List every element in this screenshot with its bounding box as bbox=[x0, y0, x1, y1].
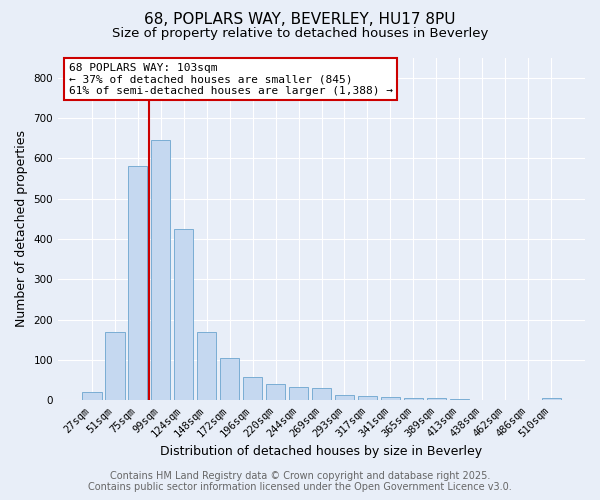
Bar bbox=[82, 392, 101, 400]
Y-axis label: Number of detached properties: Number of detached properties bbox=[15, 130, 28, 328]
Bar bbox=[404, 398, 423, 400]
Text: Size of property relative to detached houses in Beverley: Size of property relative to detached ho… bbox=[112, 28, 488, 40]
Bar bbox=[312, 388, 331, 400]
Bar bbox=[105, 332, 125, 400]
Bar bbox=[289, 387, 308, 400]
Bar bbox=[542, 398, 561, 400]
Bar bbox=[358, 396, 377, 400]
Bar bbox=[151, 140, 170, 400]
Text: 68, POPLARS WAY, BEVERLEY, HU17 8PU: 68, POPLARS WAY, BEVERLEY, HU17 8PU bbox=[144, 12, 456, 28]
Bar bbox=[380, 398, 400, 400]
Text: 68 POPLARS WAY: 103sqm
← 37% of detached houses are smaller (845)
61% of semi-de: 68 POPLARS WAY: 103sqm ← 37% of detached… bbox=[68, 62, 392, 96]
Bar bbox=[335, 395, 354, 400]
Bar bbox=[427, 398, 446, 400]
Bar bbox=[174, 229, 193, 400]
Bar bbox=[197, 332, 217, 400]
Bar bbox=[128, 166, 148, 400]
Bar bbox=[266, 384, 286, 400]
Bar bbox=[220, 358, 239, 401]
Bar bbox=[449, 399, 469, 400]
X-axis label: Distribution of detached houses by size in Beverley: Distribution of detached houses by size … bbox=[160, 444, 482, 458]
Bar bbox=[243, 378, 262, 400]
Text: Contains HM Land Registry data © Crown copyright and database right 2025.
Contai: Contains HM Land Registry data © Crown c… bbox=[88, 471, 512, 492]
